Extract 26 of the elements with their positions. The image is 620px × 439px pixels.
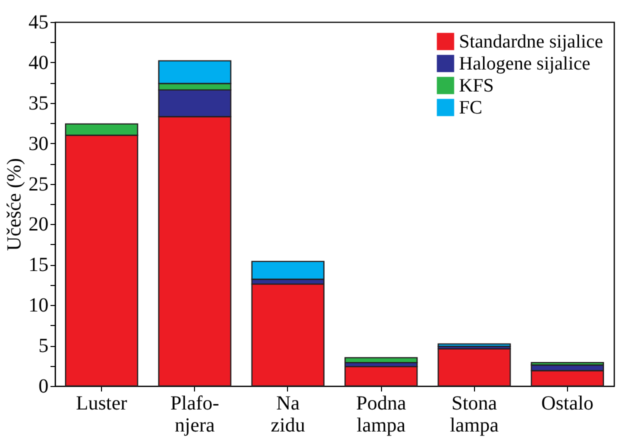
y-axis-title: Učešće (%) <box>4 158 26 251</box>
y-tick-label: 25 <box>28 173 48 196</box>
bar <box>438 343 511 347</box>
y-tick-label: 20 <box>28 214 48 236</box>
y-tick-label: 45 <box>28 12 48 34</box>
bar <box>344 366 418 387</box>
y-tick-label: 30 <box>28 132 48 155</box>
legend-label: KFS <box>459 76 494 96</box>
y-tick-label: 10 <box>28 294 48 317</box>
x-tick-label: Podna lampa <box>356 392 406 436</box>
y-tick-label: 15 <box>28 254 48 276</box>
x-tick-label: Plafo- njera <box>170 392 220 436</box>
bar <box>251 283 325 387</box>
legend-label: FC <box>459 98 482 118</box>
bar <box>344 357 418 364</box>
y-tick-label: 40 <box>28 52 48 74</box>
x-tick-label: Stona lampa <box>450 392 499 436</box>
legend-label: Standardne sijalice <box>459 32 604 52</box>
y-tick-label: 0 <box>38 376 48 398</box>
x-tick-label: Ostalo <box>541 392 594 414</box>
legend-label: Halogene sijalice <box>459 54 590 74</box>
x-tick-label: Luster <box>76 392 128 414</box>
bar <box>438 348 511 387</box>
y-tick-label: 35 <box>28 92 48 114</box>
y-tick-label: 5 <box>38 335 48 358</box>
x-tick-label: Na zidu <box>270 392 306 436</box>
